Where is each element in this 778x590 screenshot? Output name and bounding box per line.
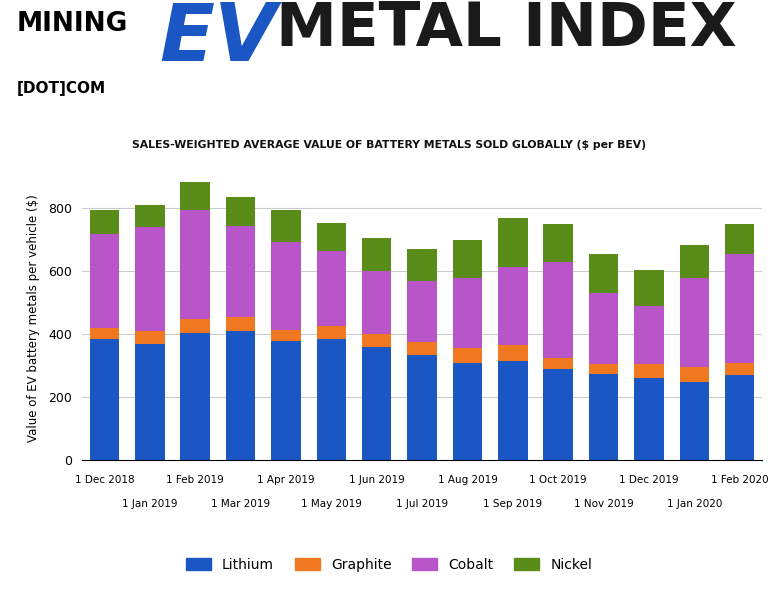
Bar: [317, 251, 346, 326]
Bar: [180, 210, 210, 319]
Legend: Lithium, Graphite, Cobalt, Nickel: Lithium, Graphite, Cobalt, Nickel: [180, 552, 598, 577]
Bar: [498, 361, 527, 460]
Bar: [544, 224, 573, 262]
Bar: [362, 347, 391, 460]
Text: 1 Jan 2019: 1 Jan 2019: [122, 499, 177, 509]
Text: 1 Aug 2019: 1 Aug 2019: [437, 475, 497, 485]
Bar: [725, 363, 755, 375]
Bar: [589, 373, 619, 460]
Text: 1 Feb 2019: 1 Feb 2019: [166, 475, 224, 485]
Bar: [408, 281, 436, 342]
Bar: [634, 364, 664, 378]
Text: SALES-WEIGHTED AVERAGE VALUE OF BATTERY METALS SOLD GLOBALLY ($ per BEV): SALES-WEIGHTED AVERAGE VALUE OF BATTERY …: [132, 140, 646, 149]
Bar: [272, 210, 300, 241]
Bar: [453, 363, 482, 460]
Bar: [226, 198, 255, 226]
Bar: [226, 226, 255, 317]
Text: 1 Jun 2019: 1 Jun 2019: [349, 475, 405, 485]
Bar: [680, 382, 709, 460]
Bar: [89, 339, 119, 460]
Text: 1 Dec 2018: 1 Dec 2018: [75, 475, 134, 485]
Bar: [135, 331, 164, 344]
Bar: [135, 227, 164, 331]
Text: EV: EV: [159, 0, 277, 78]
Bar: [362, 271, 391, 335]
Bar: [408, 250, 436, 281]
Bar: [634, 270, 664, 306]
Text: MINING: MINING: [17, 11, 128, 37]
Bar: [89, 234, 119, 328]
Bar: [272, 241, 300, 330]
Y-axis label: Value of EV battery metals per vehicle ($): Value of EV battery metals per vehicle (…: [26, 195, 40, 442]
Bar: [135, 205, 164, 227]
Bar: [544, 262, 573, 358]
Text: 1 Apr 2019: 1 Apr 2019: [257, 475, 315, 485]
Bar: [135, 344, 164, 460]
Text: 1 Jul 2019: 1 Jul 2019: [396, 499, 448, 509]
Bar: [453, 349, 482, 363]
Bar: [317, 222, 346, 251]
Bar: [725, 254, 755, 363]
Text: 1 Nov 2019: 1 Nov 2019: [573, 499, 633, 509]
Bar: [89, 328, 119, 339]
Bar: [89, 210, 119, 234]
Bar: [362, 335, 391, 347]
Bar: [226, 317, 255, 331]
Bar: [544, 369, 573, 460]
Bar: [453, 240, 482, 278]
Bar: [498, 267, 527, 345]
Text: [DOT]COM: [DOT]COM: [17, 81, 107, 96]
Bar: [634, 378, 664, 460]
Bar: [180, 182, 210, 210]
Text: 1 Dec 2019: 1 Dec 2019: [619, 475, 678, 485]
Bar: [226, 331, 255, 460]
Text: 1 Sep 2019: 1 Sep 2019: [483, 499, 542, 509]
Bar: [362, 238, 391, 271]
Bar: [634, 306, 664, 364]
Bar: [180, 319, 210, 333]
Text: 1 Mar 2019: 1 Mar 2019: [211, 499, 270, 509]
Text: 1 Jan 2020: 1 Jan 2020: [667, 499, 722, 509]
Text: 1 Feb 2020: 1 Feb 2020: [711, 475, 769, 485]
Bar: [725, 375, 755, 460]
Bar: [317, 339, 346, 460]
Bar: [408, 342, 436, 355]
Bar: [725, 224, 755, 254]
Bar: [680, 368, 709, 382]
Bar: [180, 333, 210, 460]
Bar: [680, 245, 709, 278]
Text: 1 May 2019: 1 May 2019: [301, 499, 362, 509]
Bar: [589, 364, 619, 373]
Bar: [498, 345, 527, 361]
Bar: [317, 326, 346, 339]
Bar: [498, 218, 527, 267]
Text: METAL INDEX: METAL INDEX: [276, 0, 737, 59]
Bar: [453, 278, 482, 349]
Bar: [408, 355, 436, 460]
Bar: [272, 340, 300, 460]
Bar: [680, 278, 709, 368]
Bar: [272, 330, 300, 340]
Bar: [544, 358, 573, 369]
Text: 1 Oct 2019: 1 Oct 2019: [529, 475, 587, 485]
Bar: [589, 293, 619, 364]
Bar: [589, 254, 619, 293]
